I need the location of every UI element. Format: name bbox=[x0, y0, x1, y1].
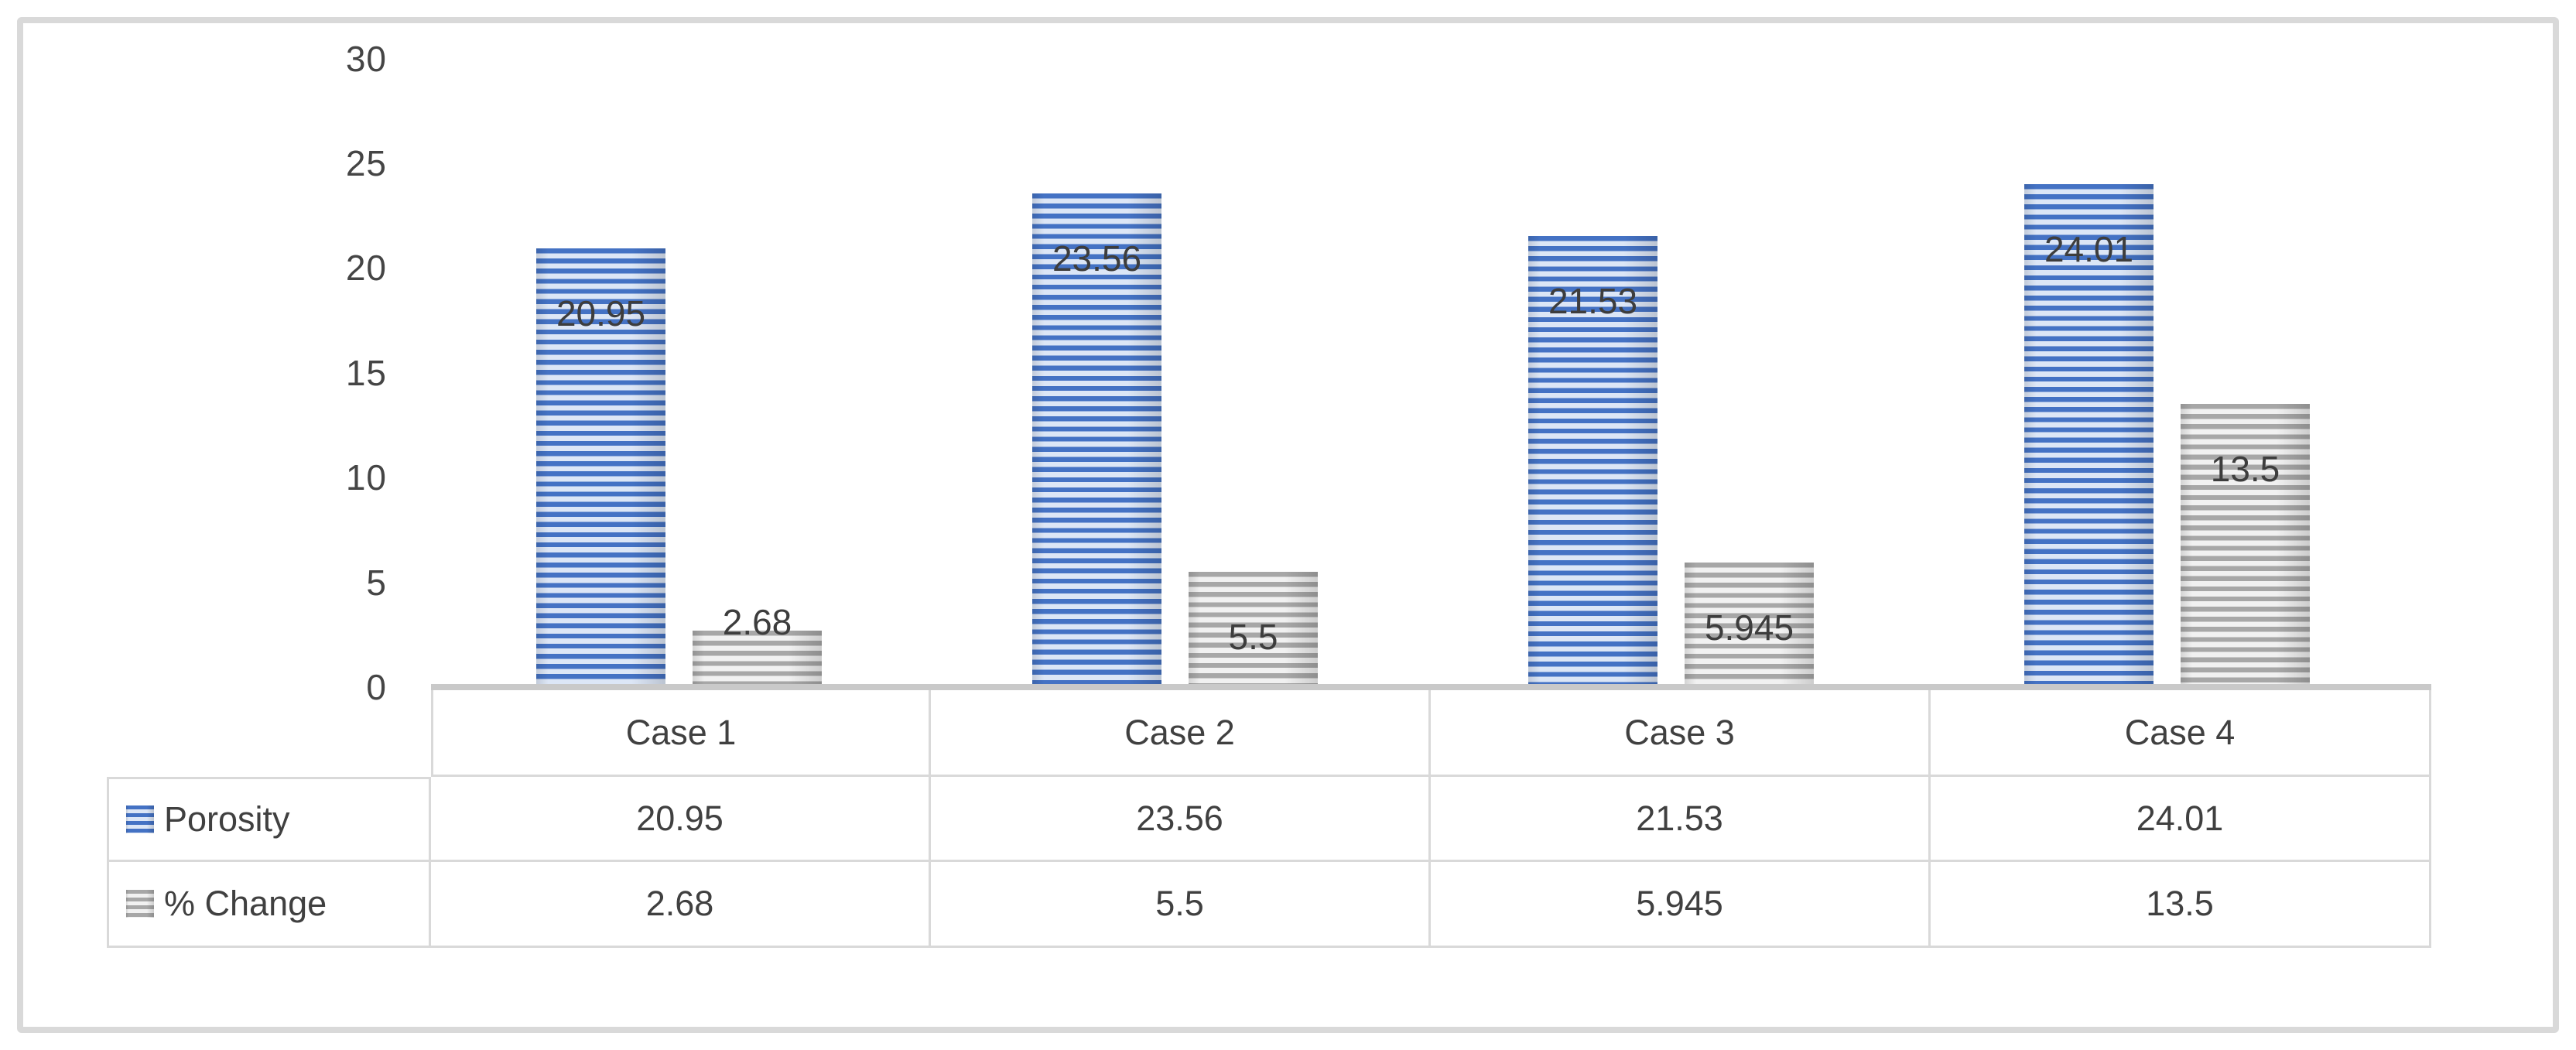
bar-porosity-case3 bbox=[1528, 235, 1657, 687]
table-corner-cell bbox=[107, 690, 431, 777]
bar-pct-change-case2 bbox=[1189, 572, 1318, 687]
data-label: 5.5 bbox=[1228, 617, 1278, 658]
bar-porosity-case2 bbox=[1032, 193, 1161, 687]
y-axis-tick-label: 5 bbox=[366, 562, 387, 603]
table-header-case3: Case 3 bbox=[1431, 690, 1931, 777]
porosity-legend-key-icon bbox=[126, 805, 154, 833]
data-label: 13.5 bbox=[2210, 449, 2280, 490]
data-table: Case 1 Case 2 Case 3 Case 4 Porosity 20.95 23.… bbox=[107, 690, 2431, 948]
y-axis-tick-label: 20 bbox=[345, 248, 387, 289]
y-axis-tick-label: 25 bbox=[345, 142, 387, 183]
bar-pct-change-case4 bbox=[2181, 404, 2310, 687]
table-value-pct-change-case4: 13.5 bbox=[1931, 862, 2431, 948]
table-value-pct-change-case1: 2.68 bbox=[431, 862, 931, 948]
pct-change-legend-key-icon bbox=[126, 890, 154, 918]
table-value-porosity-case4: 24.01 bbox=[1931, 777, 2431, 862]
data-label: 21.53 bbox=[1548, 280, 1638, 321]
x-axis-line bbox=[431, 684, 2431, 691]
data-label: 20.95 bbox=[556, 292, 646, 333]
bar-pct-change-case3 bbox=[1685, 563, 1814, 687]
table-value-porosity-case3: 21.53 bbox=[1431, 777, 1931, 862]
table-value-pct-change-case2: 5.5 bbox=[931, 862, 1431, 948]
data-label: 5.945 bbox=[1704, 607, 1794, 648]
table-value-porosity-case1: 20.95 bbox=[431, 777, 931, 862]
bar-porosity-case1 bbox=[536, 248, 665, 687]
legend-label: % Change bbox=[164, 884, 327, 923]
table-legend-pct-change: % Change bbox=[107, 862, 431, 948]
y-axis-tick-label: 0 bbox=[366, 667, 387, 707]
bar-porosity-case4 bbox=[2024, 183, 2154, 687]
y-axis-tick-label: 30 bbox=[345, 38, 387, 79]
legend-label: Porosity bbox=[164, 799, 290, 839]
y-axis-tick-label: 10 bbox=[345, 457, 387, 498]
data-label: 24.01 bbox=[2044, 228, 2134, 269]
table-value-pct-change-case3: 5.945 bbox=[1431, 862, 1931, 948]
bar-pct-change-case1 bbox=[693, 631, 822, 687]
table-header-case2: Case 2 bbox=[931, 690, 1431, 777]
table-legend-porosity: Porosity bbox=[107, 777, 431, 862]
data-label: 2.68 bbox=[722, 602, 792, 643]
y-axis-tick-label: 15 bbox=[345, 352, 387, 393]
table-value-porosity-case2: 23.56 bbox=[931, 777, 1431, 862]
data-label: 23.56 bbox=[1052, 238, 1142, 279]
table-header-case4: Case 4 bbox=[1931, 690, 2431, 777]
table-header-case1: Case 1 bbox=[431, 690, 931, 777]
